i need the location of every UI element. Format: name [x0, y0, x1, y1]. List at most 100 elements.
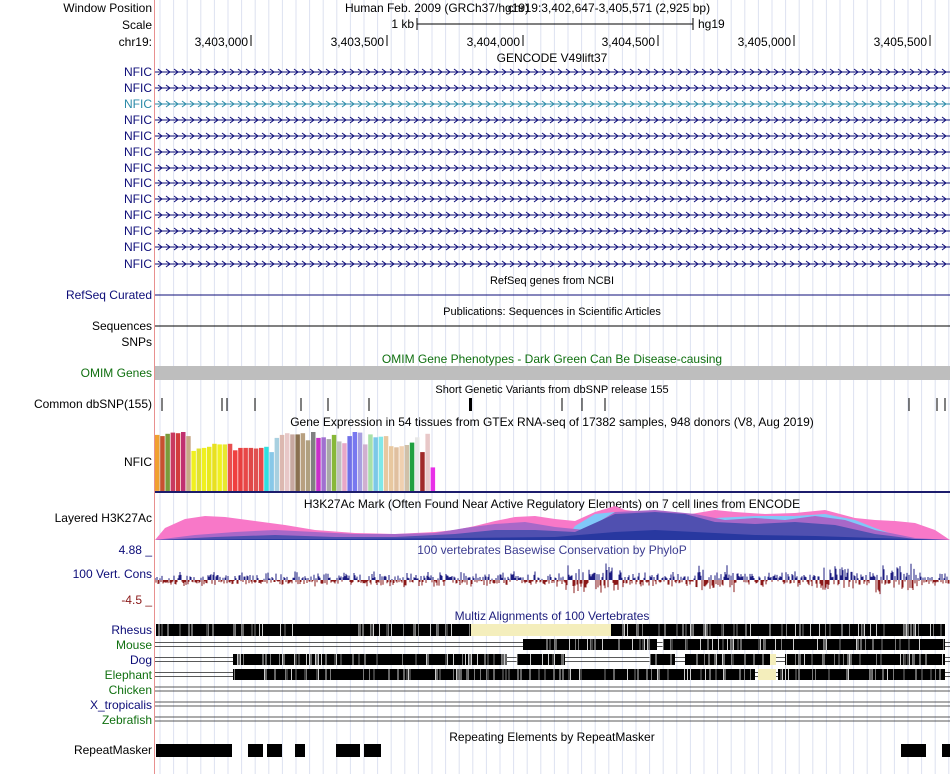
gtex-bar: [409, 442, 415, 491]
gtex-bar: [248, 447, 254, 491]
omim-title: OMIM Gene Phenotypes - Dark Green Can Be…: [382, 352, 722, 366]
gtex-bar: [326, 439, 332, 491]
repeat-element[interactable]: [364, 744, 381, 757]
gencode-label[interactable]: NFIC: [124, 113, 152, 127]
species-label-xtropicalis[interactable]: X_tropicalis: [89, 698, 152, 712]
gencode-label[interactable]: NFIC: [124, 192, 152, 206]
gtex-bar: [279, 434, 285, 491]
transcript-arrows: [157, 148, 947, 156]
gencode-title: GENCODE V49lift37: [497, 51, 608, 65]
gtex-bars[interactable]: [155, 432, 436, 492]
position-text: chr19:3,402,647-3,405,571 (2,925 bp): [508, 1, 710, 15]
species-label-dog[interactable]: Dog: [129, 653, 152, 667]
species-label-elephant[interactable]: Elephant: [104, 668, 152, 682]
repeatmasker-label[interactable]: RepeatMasker: [73, 743, 152, 757]
gtex-bar: [155, 434, 160, 491]
gtex-bar: [227, 443, 233, 491]
gencode-label[interactable]: NFIC: [124, 208, 152, 222]
transcript-arrows: [157, 211, 947, 219]
gtex-bar: [305, 440, 311, 491]
alignment-block: [611, 624, 945, 636]
gtex-bar: [295, 434, 300, 491]
gencode-label[interactable]: NFIC: [124, 65, 152, 79]
gtex-bar: [378, 436, 384, 491]
alignment-block: [785, 654, 945, 665]
dbsnp-label[interactable]: Common dbSNP(155): [33, 397, 152, 411]
omim-label[interactable]: OMIM Genes: [80, 366, 152, 380]
gencode-label[interactable]: NFIC: [124, 224, 152, 238]
repeat-element[interactable]: [248, 744, 263, 757]
gtex-bar: [212, 443, 217, 491]
gtex-bar: [264, 446, 269, 492]
transcript-arrows: [157, 195, 947, 203]
species-label-zebrafish[interactable]: Zebrafish: [101, 713, 152, 727]
scale-text: 1 kb: [391, 17, 414, 31]
label-divider: [154, 0, 155, 774]
transcript-arrows: [157, 164, 947, 172]
gtex-bar: [300, 433, 306, 491]
gencode-label[interactable]: NFIC: [124, 81, 152, 95]
repeat-element[interactable]: [267, 744, 282, 757]
gencode-label[interactable]: NFIC: [124, 129, 152, 143]
gtex-bar: [222, 444, 228, 491]
gtex-bar: [165, 433, 170, 491]
phylop-max-label: 4.88 _: [118, 543, 152, 557]
sequences-label[interactable]: Sequences: [91, 319, 152, 333]
species-label-mouse[interactable]: Mouse: [115, 638, 152, 652]
gtex-bar: [331, 434, 337, 491]
species-label-chicken[interactable]: Chicken: [108, 683, 152, 697]
gencode-label[interactable]: NFIC: [124, 145, 152, 159]
repeat-element[interactable]: [901, 744, 926, 757]
gencode-label[interactable]: NFIC: [124, 176, 152, 190]
snps-label[interactable]: SNPs: [121, 335, 152, 349]
gtex-label[interactable]: NFIC: [124, 455, 152, 469]
alignment-block: [685, 654, 770, 665]
phylop-label[interactable]: 100 Vert. Cons: [72, 567, 152, 581]
gencode-label[interactable]: NFIC: [124, 257, 152, 271]
snp-tick: [469, 398, 472, 411]
omim-gene-bar[interactable]: [155, 366, 950, 380]
gencode-label[interactable]: NFIC: [124, 240, 152, 254]
gencode-transcripts[interactable]: [155, 68, 950, 268]
gtex-bar: [337, 441, 342, 491]
gtex-bar: [175, 433, 181, 491]
gtex-bar: [420, 452, 425, 491]
refseq-label[interactable]: RefSeq Curated: [65, 288, 152, 302]
gtex-bar: [347, 436, 352, 491]
gtex-bar: [383, 436, 389, 491]
multiz-alignments[interactable]: [155, 624, 950, 722]
repeatmasker-elements[interactable]: [156, 744, 950, 757]
assembly-title: Human Feb. 2009 (GRCh37/hg19): [345, 1, 529, 15]
ruler-tick-label: 3,403,000: [195, 35, 249, 49]
repeat-element[interactable]: [295, 744, 305, 757]
genome-browser-tracks[interactable]: Human Feb. 2009 (GRCh37/hg19) chr19:3,40…: [155, 0, 950, 774]
gtex-bar: [311, 432, 316, 491]
alignment-block: [517, 654, 565, 665]
position-gridlines: [159, 0, 950, 774]
gencode-label[interactable]: NFIC: [124, 97, 152, 111]
ruler-tick-label: 3,405,000: [738, 35, 792, 49]
gtex-bar: [160, 436, 165, 491]
phylop-title: 100 vertebrates Basewise Conservation by…: [417, 543, 686, 557]
repeat-element[interactable]: [942, 744, 950, 757]
repeat-element[interactable]: [336, 744, 360, 757]
gtex-bar: [373, 437, 378, 491]
h3k27ac-signal[interactable]: [155, 506, 950, 540]
dbsnp-title: Short Genetic Variants from dbSNP releas…: [435, 384, 668, 396]
h3k27ac-label[interactable]: Layered H3K27Ac: [54, 511, 152, 525]
tracks-canvas[interactable]: Human Feb. 2009 (GRCh37/hg19) chr19:3,40…: [155, 0, 950, 774]
ruler-tick-label: 3,403,500: [331, 35, 385, 49]
transcript-arrows: [157, 227, 947, 235]
gtex-bar: [368, 434, 373, 491]
dbsnp-variants[interactable]: [161, 398, 946, 411]
repeat-element[interactable]: [156, 744, 232, 757]
phylop-signal[interactable]: [155, 563, 950, 595]
gtex-bar: [181, 432, 186, 491]
gtex-title: Gene Expression in 54 tissues from GTEx …: [290, 415, 814, 429]
gencode-label[interactable]: NFIC: [124, 161, 152, 175]
species-label-rhesus[interactable]: Rhesus: [111, 623, 152, 637]
ruler: 3,403,000 3,403,500 3,404,000 3,404,500 …: [195, 35, 931, 49]
gtex-bar: [404, 445, 410, 491]
transcript-arrows: [157, 260, 947, 268]
alignment-block: [523, 639, 657, 650]
